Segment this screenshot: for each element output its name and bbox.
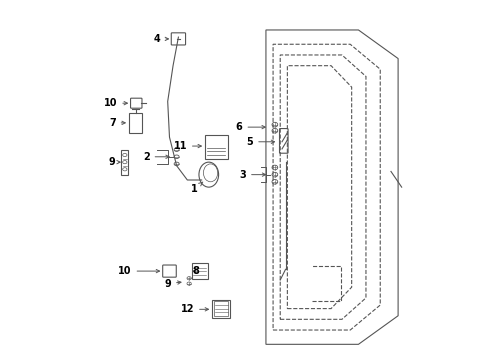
- Text: 1: 1: [191, 182, 203, 194]
- Text: 9: 9: [109, 157, 120, 167]
- Bar: [129, 113, 142, 133]
- Text: 10: 10: [103, 98, 127, 108]
- Text: 9: 9: [164, 279, 181, 289]
- Text: 7: 7: [109, 118, 125, 128]
- Bar: [212, 300, 230, 318]
- Bar: [214, 301, 228, 316]
- Text: 11: 11: [173, 141, 201, 151]
- Text: 12: 12: [180, 304, 208, 314]
- Text: 4: 4: [153, 34, 168, 44]
- Bar: [121, 150, 128, 175]
- Text: 5: 5: [246, 137, 274, 147]
- Text: 8: 8: [192, 266, 199, 276]
- Text: 3: 3: [239, 170, 265, 180]
- Bar: [192, 263, 207, 279]
- Text: 2: 2: [142, 152, 169, 162]
- Text: 10: 10: [118, 266, 159, 276]
- Text: 6: 6: [235, 122, 265, 132]
